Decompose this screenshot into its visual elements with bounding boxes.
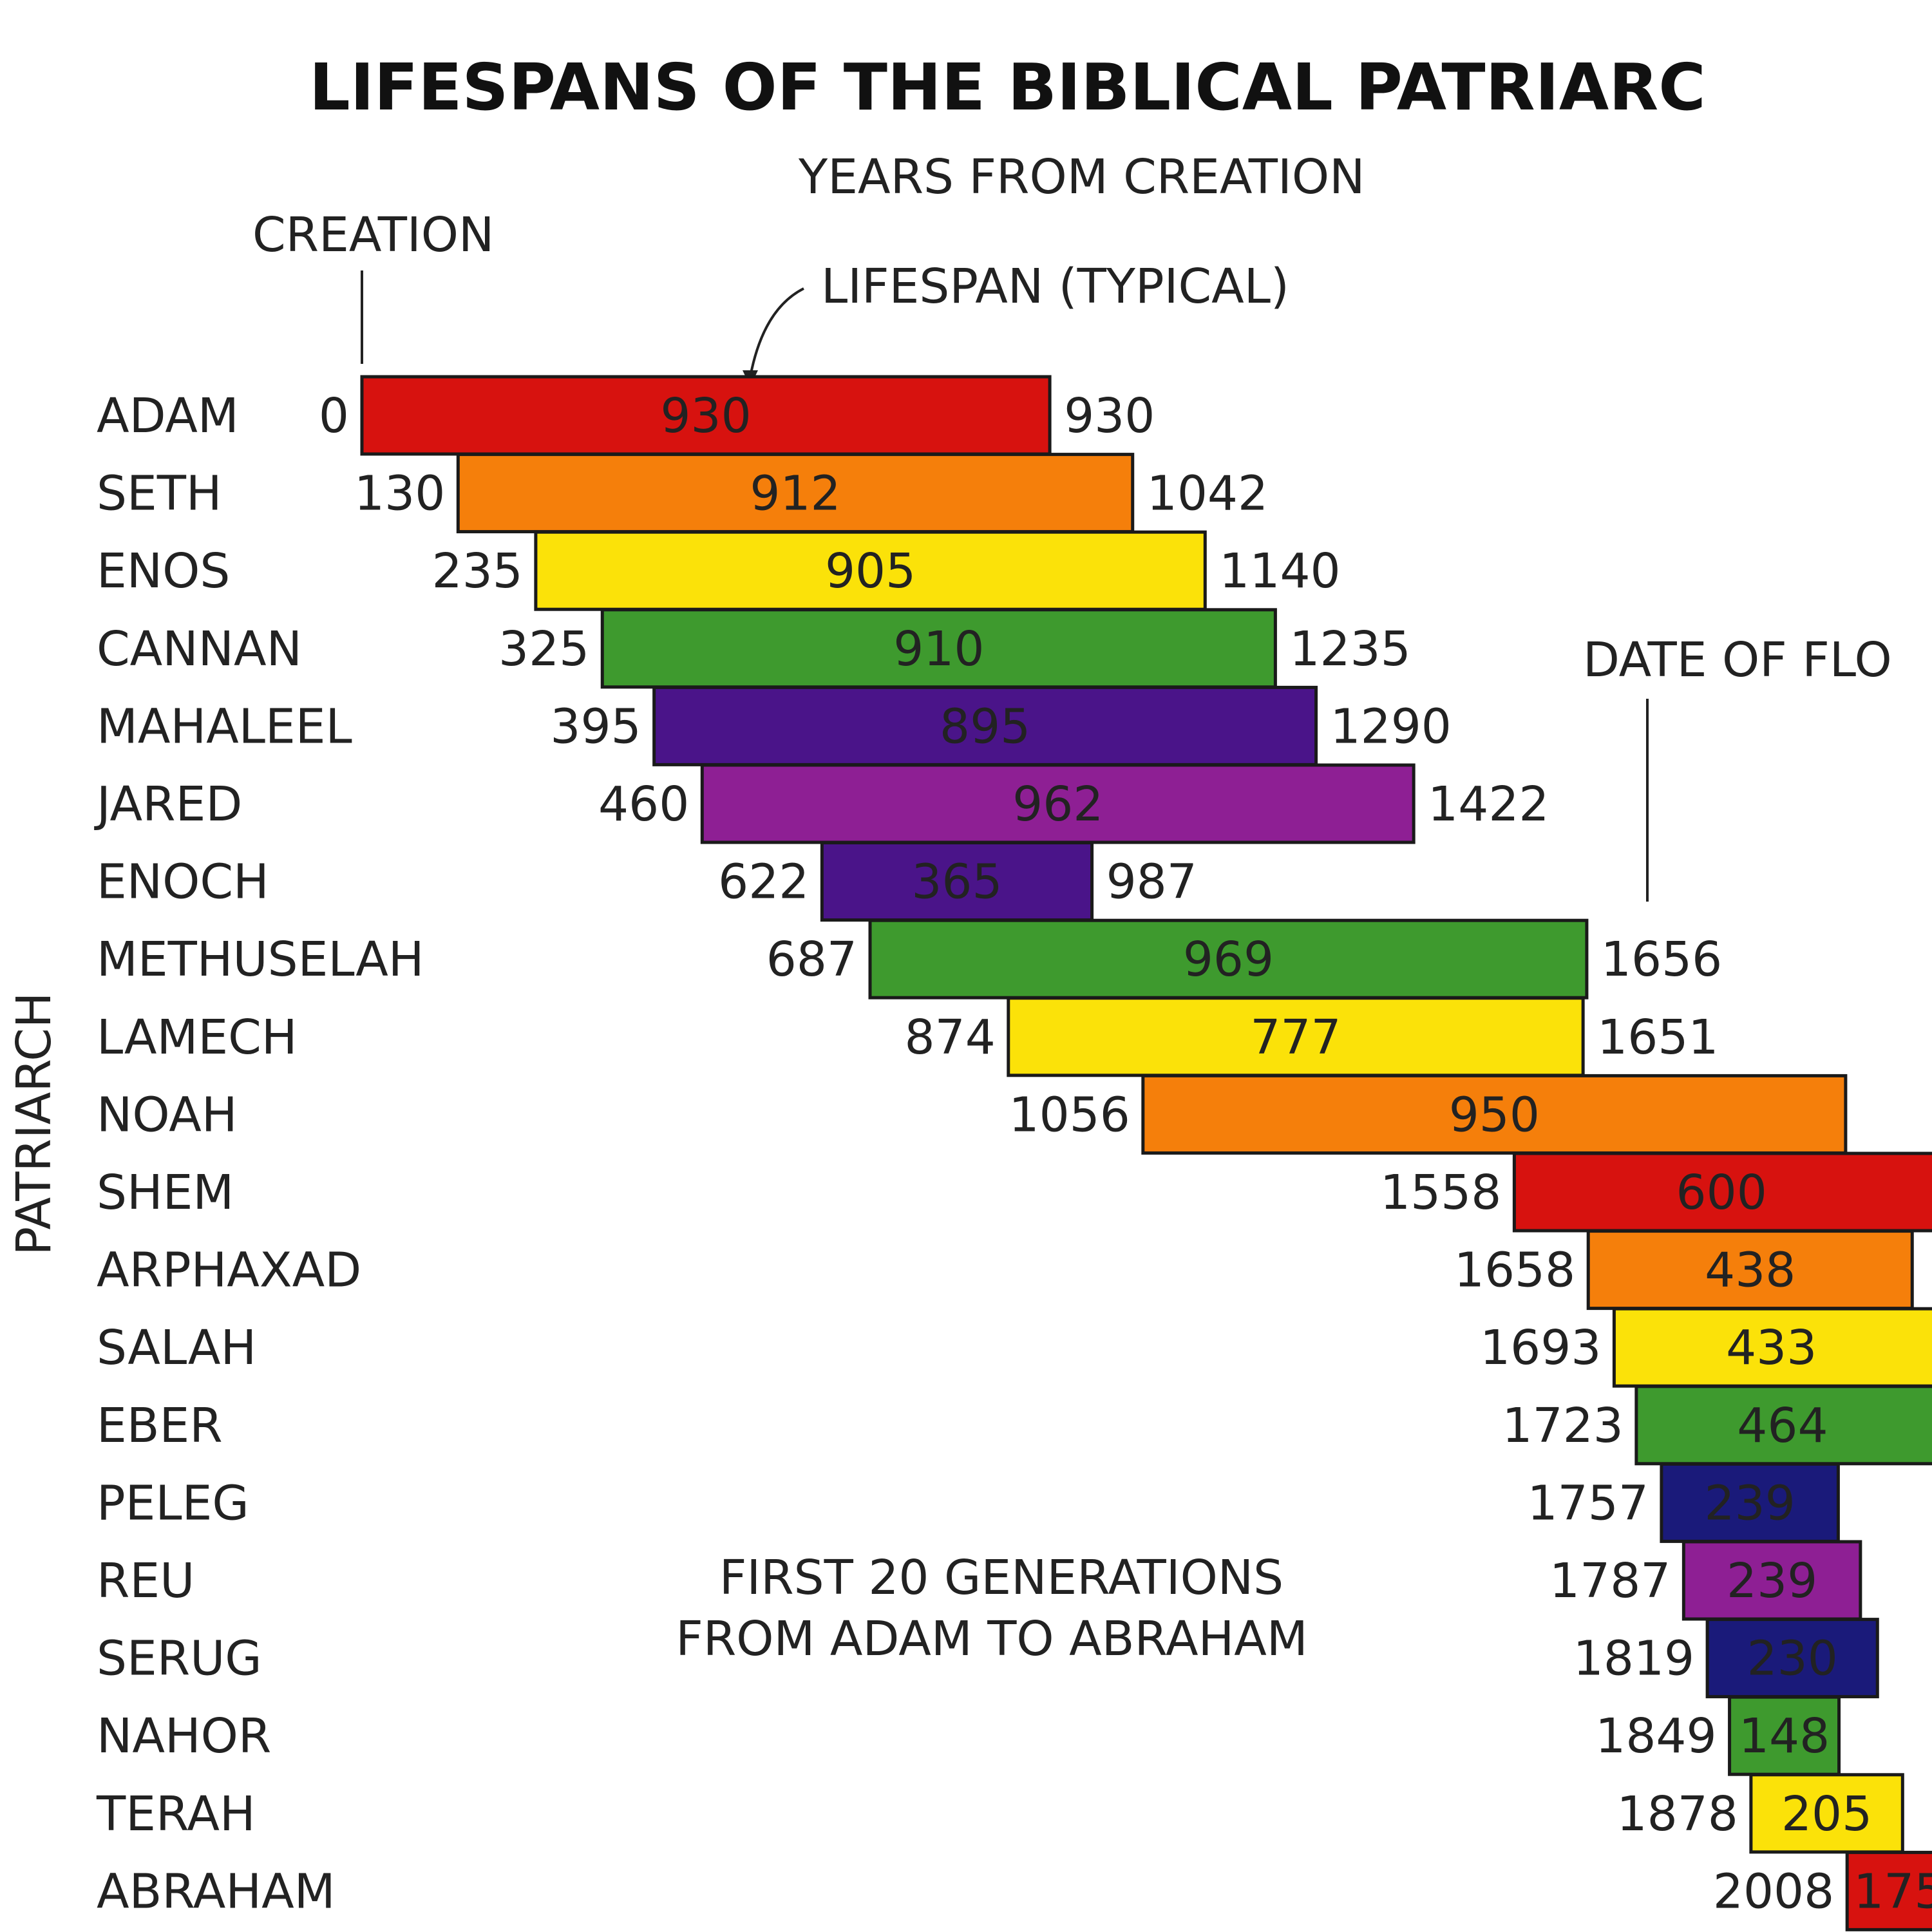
patriarch-name-label: EBER bbox=[97, 1398, 223, 1454]
flood-label: DATE OF FLO bbox=[1583, 632, 1892, 688]
lifespan-value-label: 438 bbox=[1705, 1243, 1795, 1298]
lifespan-value-label: 433 bbox=[1726, 1320, 1817, 1376]
lifespan-bar bbox=[456, 453, 1135, 534]
patriarch-name-label: NOAH bbox=[97, 1087, 238, 1142]
birth-year-label: 1723 bbox=[1502, 1398, 1624, 1454]
death-year-label: 987 bbox=[1106, 855, 1197, 910]
birth-year-label: 460 bbox=[598, 777, 689, 832]
creation-label: CREATION bbox=[252, 207, 494, 263]
patriarch-name-label: CANNAN bbox=[97, 621, 302, 677]
death-year-label: 1290 bbox=[1331, 699, 1452, 754]
death-year-label: 1140 bbox=[1219, 544, 1340, 599]
patriarch-name-label: ADAM bbox=[97, 388, 239, 444]
x-axis-label: YEARS FROM CREATION bbox=[798, 149, 1365, 205]
birth-year-label: 1693 bbox=[1480, 1320, 1601, 1376]
lifespan-value-label: 600 bbox=[1676, 1165, 1767, 1220]
y-axis-label: PATRIARCH bbox=[6, 992, 62, 1256]
birth-year-label: 2008 bbox=[1713, 1864, 1834, 1919]
birth-year-label: 874 bbox=[905, 1010, 996, 1065]
death-year-label: 1656 bbox=[1601, 932, 1722, 987]
birth-year-label: 235 bbox=[432, 544, 523, 599]
lifespan-bar bbox=[1705, 1618, 1879, 1699]
lifespan-value-label: 777 bbox=[1250, 1010, 1341, 1065]
lifespan-value-label: 148 bbox=[1739, 1709, 1830, 1764]
lifespan-value-label: 910 bbox=[893, 621, 984, 677]
lifespan-typical-label: LIFESPAN (TYPICAL) bbox=[821, 259, 1289, 314]
lifespan-value-label: 895 bbox=[940, 699, 1030, 754]
lifespan-value-label: 239 bbox=[1705, 1475, 1795, 1531]
patriarch-name-label: LAMECH bbox=[97, 1010, 297, 1065]
birth-year-label: 1056 bbox=[1009, 1087, 1130, 1142]
lifespan-bar bbox=[868, 918, 1589, 999]
lifespan-value-label: 950 bbox=[1449, 1087, 1540, 1142]
patriarch-name-label: REU bbox=[97, 1553, 194, 1609]
lifespan-value-label: 962 bbox=[1012, 777, 1103, 832]
lifespan-value-label: 230 bbox=[1747, 1631, 1838, 1687]
patriarch-name-label: SHEM bbox=[97, 1165, 234, 1220]
patriarch-name-label: SALAH bbox=[97, 1320, 256, 1376]
chart-title: LIFESPANS OF THE BIBLICAL PATRIARC bbox=[309, 50, 1706, 125]
death-year-label: 930 bbox=[1064, 388, 1155, 444]
patriarch-name-label: NAHOR bbox=[97, 1709, 271, 1764]
lifespan-bar bbox=[534, 530, 1207, 611]
lifespan-bar bbox=[1749, 1773, 1904, 1854]
lifespan-value-label: 912 bbox=[750, 466, 840, 522]
patriarch-name-label: PELEG bbox=[97, 1475, 249, 1531]
patriarch-name-label: ENOS bbox=[97, 544, 230, 599]
patriarch-name-label: JARED bbox=[94, 777, 242, 832]
lifespan-bar bbox=[1512, 1151, 1932, 1233]
birth-year-label: 1878 bbox=[1617, 1786, 1738, 1842]
patriarch-name-label: SETH bbox=[97, 466, 222, 522]
death-year-label: 1651 bbox=[1597, 1010, 1718, 1065]
lifespan-bar bbox=[1612, 1307, 1932, 1388]
lifespan-bars: ADAM 0 930 930 SETH 130 912 1042 ENOS 235 905 1140 C… bbox=[94, 375, 1932, 1931]
lifespan-bar bbox=[1007, 996, 1585, 1077]
generations-note-line2: FROM ADAM TO ABRAHAM bbox=[676, 1611, 1307, 1667]
lifespan-value-label: 365 bbox=[911, 855, 1002, 910]
lifespan-value-label: 969 bbox=[1183, 932, 1274, 987]
lifespan-bar bbox=[1845, 1850, 1932, 1931]
death-year-label: 1235 bbox=[1289, 621, 1410, 677]
lifespan-bar bbox=[1586, 1229, 1914, 1311]
birth-year-label: 1849 bbox=[1595, 1709, 1716, 1764]
birth-year-label: 1757 bbox=[1528, 1475, 1649, 1531]
birth-year-label: 0 bbox=[319, 388, 349, 444]
lifespan-value-label: 205 bbox=[1781, 1786, 1872, 1842]
lifespan-bar bbox=[820, 841, 1094, 922]
patriarch-name-label: TERAH bbox=[96, 1786, 256, 1842]
lifespan-bar bbox=[1141, 1074, 1848, 1155]
lifespan-value-label: 175 bbox=[1853, 1864, 1932, 1919]
lifespan-pointer-arrow bbox=[749, 287, 804, 377]
lifespan-value-label: 464 bbox=[1737, 1398, 1828, 1454]
generations-note-line1: FIRST 20 GENERATIONS bbox=[719, 1550, 1283, 1605]
birth-year-label: 687 bbox=[766, 932, 857, 987]
death-year-label: 1422 bbox=[1428, 777, 1549, 832]
lifespan-value-label: 905 bbox=[825, 544, 916, 599]
birth-year-label: 1787 bbox=[1549, 1553, 1671, 1609]
patriarch-name-label: ARPHAXAD bbox=[97, 1243, 361, 1298]
lifespan-bar bbox=[1634, 1385, 1932, 1466]
death-year-label: 1042 bbox=[1147, 466, 1268, 522]
birth-year-label: 1819 bbox=[1573, 1631, 1694, 1687]
patriarch-name-label: METHUSELAH bbox=[97, 932, 424, 987]
patriarch-name-label: ABRAHAM bbox=[97, 1864, 336, 1919]
lifespan-value-label: 239 bbox=[1727, 1553, 1817, 1609]
birth-year-label: 622 bbox=[718, 855, 809, 910]
lifespan-value-label: 930 bbox=[660, 388, 751, 444]
birth-year-label: 1658 bbox=[1454, 1243, 1575, 1298]
patriarch-name-label: MAHALEEL bbox=[97, 699, 352, 754]
birth-year-label: 325 bbox=[498, 621, 589, 677]
patriarch-name-label: ENOCH bbox=[97, 855, 269, 910]
birth-year-label: 130 bbox=[354, 466, 445, 522]
patriarch-name-label: SERUG bbox=[97, 1631, 262, 1687]
lifespan-bar bbox=[1728, 1695, 1841, 1776]
birth-year-label: 1558 bbox=[1380, 1165, 1501, 1220]
lifespan-bar bbox=[360, 375, 1052, 456]
birth-year-label: 395 bbox=[550, 699, 641, 754]
lifespan-bar bbox=[1660, 1462, 1840, 1543]
